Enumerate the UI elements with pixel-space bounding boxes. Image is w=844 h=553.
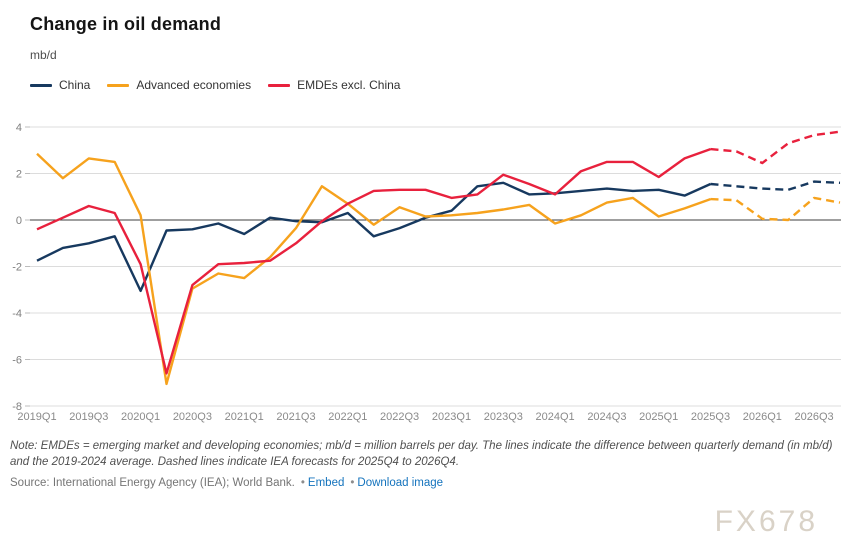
svg-text:-6: -6: [12, 355, 22, 367]
legend-label: China: [59, 78, 91, 92]
embed-link[interactable]: Embed: [307, 477, 345, 489]
bullet-separator: •: [300, 477, 305, 489]
svg-text:2024Q1: 2024Q1: [536, 411, 575, 423]
legend-item-advanced-economies: Advanced economies: [107, 78, 251, 92]
svg-text:2023Q3: 2023Q3: [484, 411, 523, 423]
svg-text:-4: -4: [12, 308, 22, 320]
svg-text:2026Q1: 2026Q1: [743, 411, 782, 423]
svg-text:2019Q1: 2019Q1: [17, 411, 56, 423]
bullet-separator: •: [350, 477, 355, 489]
legend-item-china: China: [30, 78, 90, 92]
svg-text:0: 0: [16, 215, 22, 227]
emdes-line-swatch-icon: [268, 83, 291, 87]
source-line: Source: International Energy Agency (IEA…: [10, 477, 836, 489]
svg-text:2025Q3: 2025Q3: [691, 411, 730, 423]
svg-text:2023Q1: 2023Q1: [432, 411, 471, 423]
svg-text:2025Q1: 2025Q1: [639, 411, 678, 423]
legend-label: EMDEs excl. China: [297, 78, 401, 92]
advanced-economies-line-swatch-icon: [107, 83, 130, 87]
svg-text:2022Q3: 2022Q3: [380, 411, 419, 423]
legend-item-emdes: EMDEs excl. China: [268, 78, 400, 92]
svg-text:2: 2: [16, 169, 22, 181]
note-text: Note: EMDEs = emerging market and develo…: [10, 440, 833, 469]
svg-text:2024Q3: 2024Q3: [587, 411, 626, 423]
legend-label: Advanced economies: [136, 78, 252, 92]
svg-text:-8: -8: [12, 401, 22, 413]
watermark: FX678: [714, 505, 818, 538]
svg-text:2020Q3: 2020Q3: [173, 411, 212, 423]
svg-text:2021Q3: 2021Q3: [276, 411, 315, 423]
svg-text:-2: -2: [12, 262, 22, 274]
svg-text:4: 4: [16, 122, 22, 134]
source-text: Source: International Energy Agency (IEA…: [10, 477, 295, 489]
svg-text:2020Q1: 2020Q1: [121, 411, 160, 423]
download-image-link[interactable]: Download image: [357, 477, 444, 489]
chart-legend: China Advanced economies EMDEs excl. Chi…: [30, 78, 400, 92]
page-title: Change in oil demand: [30, 14, 222, 34]
svg-text:2021Q1: 2021Q1: [225, 411, 264, 423]
china-line-swatch-icon: [30, 83, 52, 87]
svg-text:2019Q3: 2019Q3: [69, 411, 108, 423]
unit-label: mb/d: [30, 48, 57, 62]
svg-text:2026Q3: 2026Q3: [795, 411, 834, 423]
svg-text:2022Q1: 2022Q1: [328, 411, 367, 423]
